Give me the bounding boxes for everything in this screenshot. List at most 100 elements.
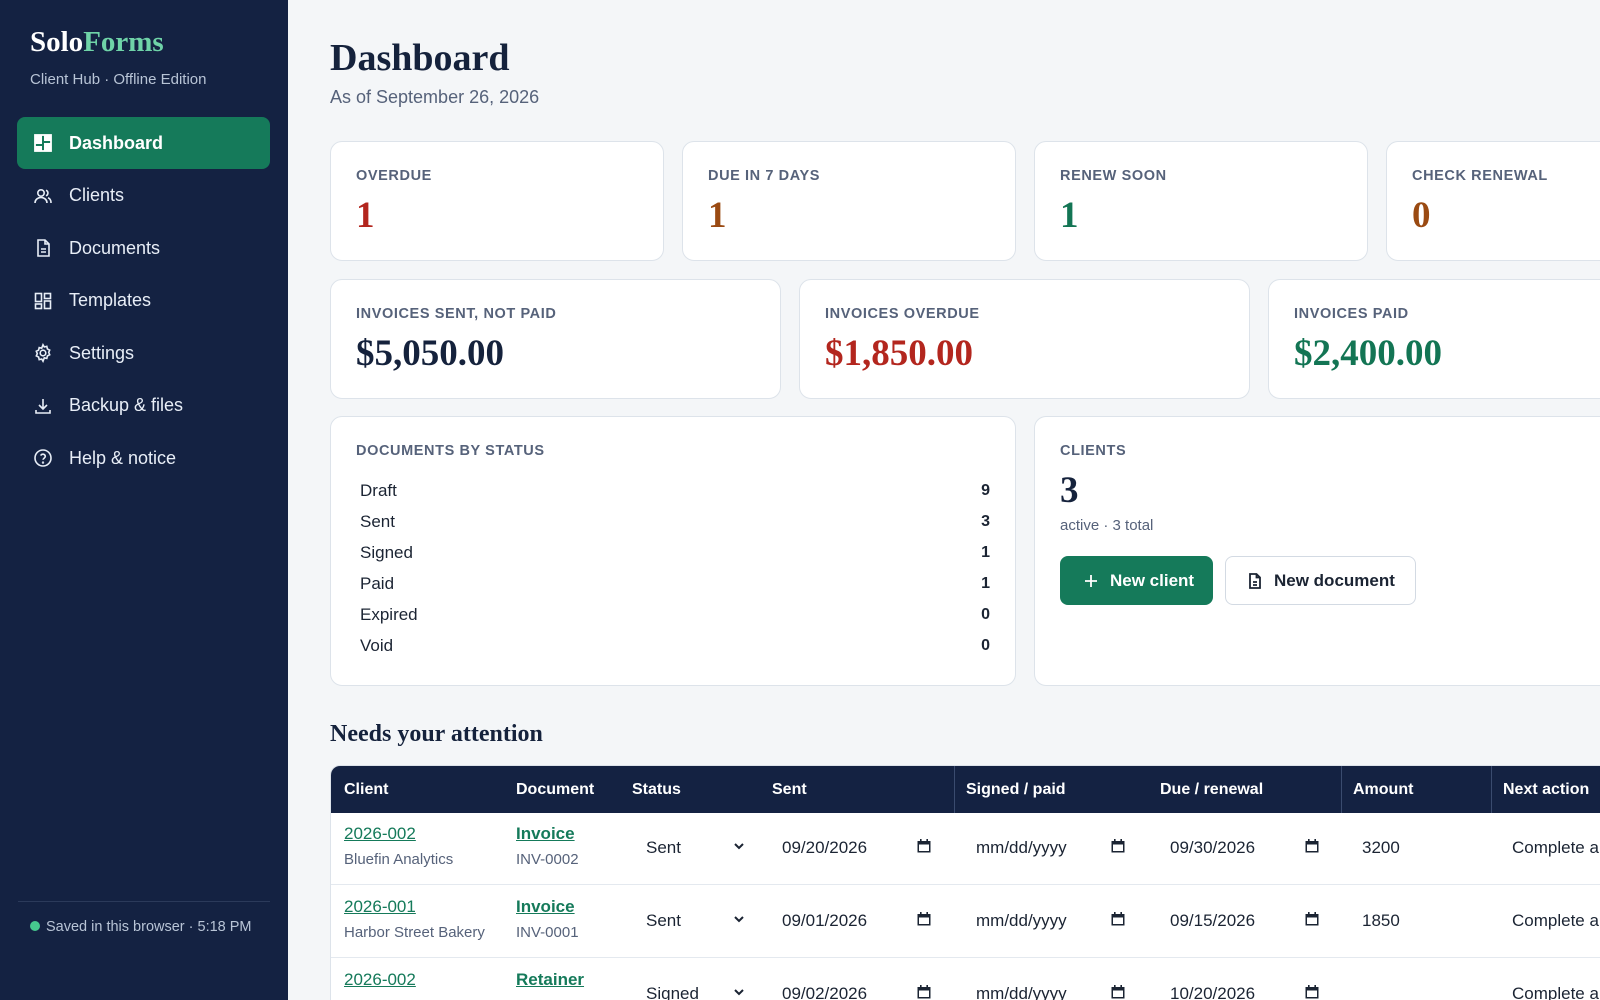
status-select[interactable]: Signed — [646, 976, 746, 1000]
card-label: DOCUMENTS BY STATUS — [356, 443, 545, 459]
status-dot — [30, 921, 40, 931]
chevron-down-icon — [732, 984, 746, 1000]
invoice-value: $5,050.00 — [356, 333, 504, 374]
table-row: 2026-002 Bluefin Analytics Invoice INV-0… — [331, 813, 1600, 885]
stat-card-due-7-days[interactable]: DUE IN 7 DAYS 1 — [682, 141, 1016, 261]
sidebar-item-settings[interactable]: Settings — [17, 327, 270, 379]
calendar-icon[interactable] — [1304, 911, 1320, 932]
column-header-amount: Amount — [1353, 781, 1414, 798]
clients-sub: active · 3 total — [1060, 517, 1154, 534]
calendar-icon[interactable] — [1110, 984, 1126, 1000]
next-action-text: Complete a — [1512, 911, 1599, 930]
sent-date-input[interactable]: 09/02/2026 — [782, 976, 932, 1000]
invoice-card-paid[interactable]: INVOICES PAID $2,400.00 — [1268, 279, 1600, 399]
invoice-card-overdue[interactable]: INVOICES OVERDUE $1,850.00 — [799, 279, 1250, 399]
status-row-draft: Draft 9 — [360, 480, 990, 500]
due-date-input[interactable]: 09/30/2026 — [1170, 830, 1320, 866]
sidebar-item-dashboard[interactable]: Dashboard — [17, 117, 270, 169]
status-list: Draft 9 Sent 3 Signed 1 Paid 1 Expired 0 Void… — [360, 475, 990, 661]
document-icon — [33, 238, 53, 258]
sidebar-item-backup[interactable]: Backup & files — [17, 380, 270, 432]
due-date-input[interactable]: 10/20/2026 — [1170, 976, 1320, 1000]
signed-date-input[interactable]: mm/dd/yyyy — [976, 903, 1126, 939]
invoice-label: INVOICES PAID — [1294, 306, 1409, 322]
table-row: 2026-002 Retainer Signed 09/02/2026 mm/d… — [331, 959, 1600, 1000]
document-cell: Invoice INV-0001 — [516, 897, 579, 941]
calendar-icon[interactable] — [916, 838, 932, 859]
client-id-link[interactable]: 2026-002 — [344, 970, 416, 989]
table-row: 2026-001 Harbor Street Bakery Invoice IN… — [331, 886, 1600, 958]
attention-table: Client Document Status Sent Signed / pai… — [330, 765, 1600, 1000]
page-title: Dashboard — [330, 37, 510, 79]
sidebar-item-templates[interactable]: Templates — [17, 275, 270, 327]
users-icon — [33, 186, 53, 206]
column-divider — [1341, 766, 1342, 813]
new-client-button[interactable]: New client — [1060, 556, 1213, 605]
sidebar-nav: Dashboard Clients Documents Templates Se… — [17, 117, 270, 485]
invoice-value: $2,400.00 — [1294, 333, 1442, 374]
stat-value: 1 — [356, 195, 375, 236]
sidebar-item-label: Settings — [69, 342, 135, 363]
client-name: Bluefin Analytics — [344, 851, 454, 868]
sidebar-item-label: Documents — [69, 237, 161, 258]
status-select[interactable]: Sent — [646, 903, 746, 939]
stat-label: RENEW SOON — [1060, 168, 1167, 184]
document-link[interactable]: Invoice — [516, 824, 575, 843]
signed-date-input[interactable]: mm/dd/yyyy — [976, 830, 1126, 866]
chevron-down-icon — [732, 838, 746, 858]
sent-date-input[interactable]: 09/20/2026 — [782, 830, 932, 866]
stat-label: DUE IN 7 DAYS — [708, 168, 821, 184]
calendar-icon[interactable] — [916, 984, 932, 1000]
button-label: New document — [1274, 570, 1395, 590]
stat-value: 1 — [708, 195, 727, 236]
main-content: Dashboard As of September 26, 2026 OVERD… — [330, 0, 1600, 1000]
column-header-due-renewal: Due / renewal — [1160, 781, 1264, 798]
clients-card: CLIENTS 3 active · 3 total New client Ne… — [1034, 416, 1600, 686]
invoice-label: INVOICES SENT, NOT PAID — [356, 306, 557, 322]
stat-card-renew-soon[interactable]: RENEW SOON 1 — [1034, 141, 1368, 261]
document-link[interactable]: Retainer — [516, 970, 585, 989]
column-divider — [954, 766, 955, 813]
amount-input[interactable]: 3200 — [1362, 838, 1400, 857]
status-row-void: Void 0 — [360, 635, 990, 655]
document-cell: Invoice INV-0002 — [516, 824, 579, 868]
sidebar-item-help[interactable]: Help & notice — [17, 432, 270, 484]
column-divider — [1491, 766, 1492, 813]
card-label: CLIENTS — [1060, 443, 1127, 459]
column-header-client: Client — [344, 781, 389, 798]
stat-card-check-renewal[interactable]: CHECK RENEWAL 0 — [1386, 141, 1600, 261]
column-header-sent: Sent — [772, 781, 807, 798]
calendar-icon[interactable] — [1304, 984, 1320, 1000]
plus-icon — [1082, 572, 1100, 590]
table-header: Client Document Status Sent Signed / pai… — [331, 766, 1600, 813]
amount-input[interactable]: 1850 — [1362, 911, 1400, 930]
invoice-card-sent-not-paid[interactable]: INVOICES SENT, NOT PAID $5,050.00 — [330, 279, 781, 399]
stat-label: CHECK RENEWAL — [1412, 168, 1548, 184]
save-status: Saved in this browser · 5:18 PM — [30, 916, 260, 938]
column-header-next-action: Next action — [1503, 781, 1590, 798]
column-header-signed-paid: Signed / paid — [966, 781, 1066, 798]
due-date-input[interactable]: 09/15/2026 — [1170, 903, 1320, 939]
sidebar: SoloForms Client Hub · Offline Edition D… — [0, 0, 288, 1000]
status-select[interactable]: Sent — [646, 830, 746, 866]
client-id-link[interactable]: 2026-001 — [344, 897, 416, 916]
sidebar-item-clients[interactable]: Clients — [17, 170, 270, 222]
stat-card-overdue[interactable]: OVERDUE 1 — [330, 141, 664, 261]
document-link[interactable]: Invoice — [516, 897, 575, 916]
sent-date-input[interactable]: 09/01/2026 — [782, 903, 932, 939]
client-id-link[interactable]: 2026-002 — [344, 824, 416, 843]
signed-date-input[interactable]: mm/dd/yyyy — [976, 976, 1126, 1000]
sidebar-item-documents[interactable]: Documents — [17, 222, 270, 274]
calendar-icon[interactable] — [1110, 911, 1126, 932]
sidebar-item-label: Help & notice — [69, 447, 177, 468]
sidebar-item-label: Clients — [69, 185, 125, 205]
sidebar-item-label: Templates — [69, 290, 152, 310]
calendar-icon[interactable] — [1110, 838, 1126, 859]
next-action-text: Complete a — [1512, 838, 1599, 857]
calendar-icon[interactable] — [916, 911, 932, 932]
calendar-icon[interactable] — [1304, 838, 1320, 859]
new-document-button[interactable]: New document — [1225, 556, 1416, 605]
clients-count: 3 — [1060, 470, 1079, 511]
client-cell: 2026-002 — [344, 970, 416, 997]
gear-icon — [33, 343, 53, 363]
